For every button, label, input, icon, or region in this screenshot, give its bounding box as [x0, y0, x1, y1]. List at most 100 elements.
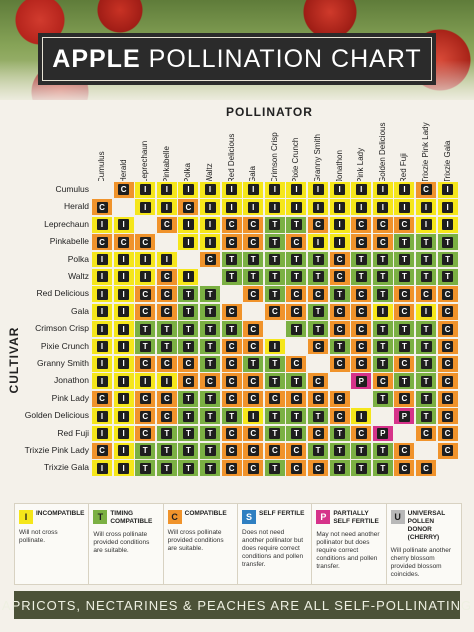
cell-code: C — [290, 393, 302, 405]
grid-cell: C — [155, 355, 178, 373]
cell-code: I — [96, 341, 108, 353]
legend-swatch: T — [93, 510, 108, 524]
grid-cell: T — [263, 250, 286, 269]
legend-item: S SELF FERTILE Does not need another polli… — [238, 504, 313, 584]
grid-cell: T — [371, 268, 394, 286]
grid-cell: C — [91, 389, 114, 408]
grid-cell — [285, 337, 308, 356]
grid-cell: I — [112, 424, 135, 443]
footer-banner: APRICOTS, NECTARINES & PEACHES ARE ALL S… — [2, 591, 471, 619]
cell-code: I — [139, 375, 151, 387]
cell-code: T — [226, 271, 238, 283]
grid-cell: I — [91, 372, 114, 391]
grid-cell: I — [177, 181, 200, 199]
grid-cell: C — [220, 459, 243, 478]
grid-cell: T — [371, 442, 394, 460]
cell-code: C — [355, 323, 367, 335]
grid-cell — [328, 372, 351, 391]
legend-item: T TIMING COMPATIBLE Will cross pollinate p… — [89, 504, 164, 584]
grid-cell: C — [91, 198, 114, 217]
cell-code: T — [442, 254, 454, 266]
cell-code: T — [204, 306, 216, 318]
grid-cell: T — [415, 233, 438, 252]
cell-code: I — [290, 184, 302, 196]
cell-code: I — [118, 219, 130, 231]
grid-cell: C — [112, 233, 135, 252]
cell-code: T — [312, 445, 324, 457]
grid-cell: T — [134, 459, 157, 478]
cell-code: I — [226, 184, 238, 196]
cell-code: I — [420, 306, 432, 318]
grid-cell — [220, 285, 243, 304]
grid-cell: C — [436, 442, 459, 460]
cell-code: T — [290, 410, 302, 422]
cell-code: C — [442, 358, 454, 370]
cell-code: C — [312, 428, 324, 440]
cell-code: T — [269, 288, 281, 300]
grid-cell: C — [285, 442, 308, 460]
cell-code: I — [290, 201, 302, 213]
cell-code: I — [161, 201, 173, 213]
grid-cell: C — [285, 389, 308, 408]
grid-cell: T — [328, 424, 351, 443]
cell-code: C — [334, 254, 346, 266]
cell-code: T — [226, 323, 238, 335]
row-header: Pixie Crunch — [40, 340, 89, 351]
grid-cell: T — [220, 320, 243, 339]
grid-cell: I — [436, 215, 459, 234]
cell-code: T — [334, 341, 346, 353]
legend-item: P PARTIALLY SELF FERTILE May not need anot… — [312, 504, 387, 584]
cell-code: C — [290, 306, 302, 318]
column-header: Pinkabelle — [158, 120, 176, 183]
grid-cell: I — [155, 181, 178, 199]
grid-cell: C — [242, 337, 265, 356]
cell-code: C — [334, 271, 346, 283]
grid-cell: C — [393, 302, 416, 321]
cell-code: C — [139, 236, 151, 248]
grid-cell: I — [91, 355, 114, 373]
grid-cell: T — [285, 268, 308, 286]
cell-code: C — [182, 201, 194, 213]
row-header: Red Fuji — [57, 427, 89, 438]
grid-cell: T — [263, 459, 286, 478]
cell-code: I — [182, 184, 194, 196]
grid-cell: I — [199, 181, 222, 199]
grid-cell — [91, 181, 114, 199]
grid-cell: T — [307, 268, 330, 286]
cell-code: I — [96, 254, 108, 266]
column-header-label: Cumulus — [97, 151, 106, 183]
cell-code: C — [269, 306, 281, 318]
cell-code: C — [355, 306, 367, 318]
cell-code: C — [442, 341, 454, 353]
cell-code: T — [226, 410, 238, 422]
cell-code: C — [161, 410, 173, 422]
grid-cell: T — [307, 407, 330, 426]
legend-title: UNIVERSAL POLLEN DONOR (CHERRY) — [407, 510, 446, 541]
cell-code: T — [182, 428, 194, 440]
cell-code: T — [204, 341, 216, 353]
cell-code: T — [420, 236, 432, 248]
grid-cell: C — [155, 407, 178, 426]
grid-cell: C — [220, 337, 243, 356]
grid-cell: C — [307, 285, 330, 304]
legend-item-header: P PARTIALLY SELF FERTILE — [316, 510, 381, 526]
cell-code: T — [377, 254, 389, 266]
cell-code: T — [182, 323, 194, 335]
cell-code: T — [247, 271, 259, 283]
grid-cell: T — [285, 250, 308, 269]
title-light: POLLINATION CHART — [148, 44, 422, 73]
cell-code: C — [247, 219, 259, 231]
cell-code: C — [161, 358, 173, 370]
grid-cell: I — [371, 302, 394, 321]
grid-cell: T — [134, 442, 157, 460]
row-header: Polka — [67, 253, 89, 264]
cell-code: C — [139, 428, 151, 440]
legend-title: SELF FERTILE — [259, 510, 305, 517]
column-header: Herald — [115, 120, 133, 183]
cell-code: C — [312, 219, 324, 231]
cell-code: T — [377, 358, 389, 370]
grid-cell: I — [393, 198, 416, 217]
grid-cell — [436, 459, 459, 478]
cell-code: I — [118, 358, 130, 370]
column-header-label: Pinkabelle — [161, 146, 171, 183]
